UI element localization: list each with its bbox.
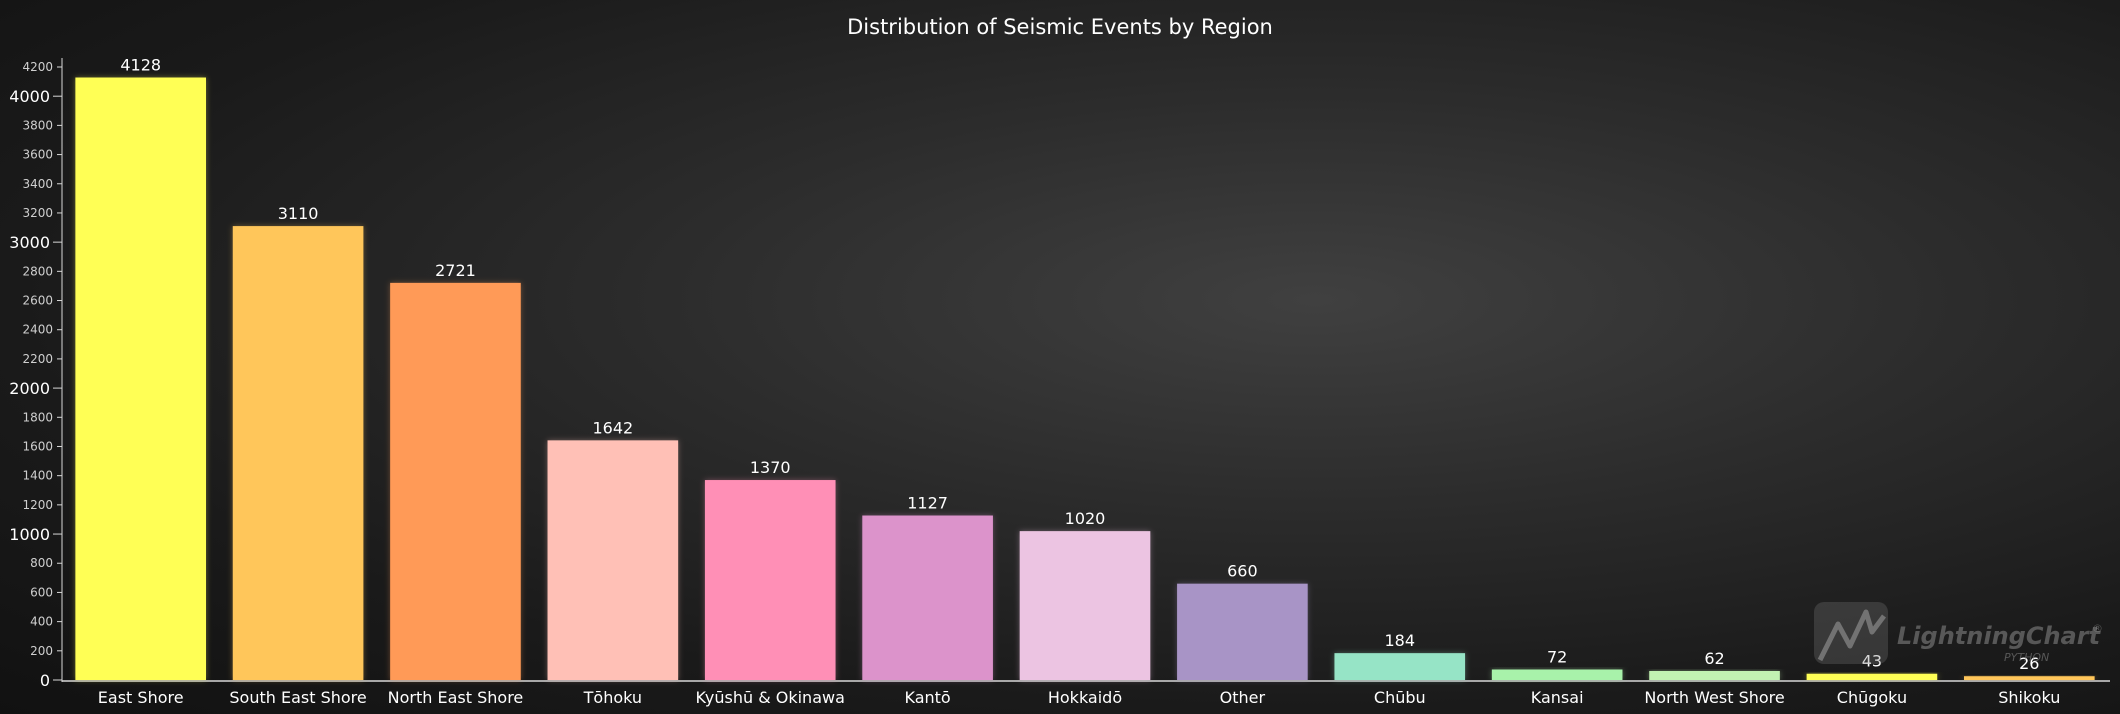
bar[interactable]	[1491, 669, 1623, 680]
y-tick-label: 3000	[9, 233, 50, 252]
y-tick-label: 3400	[22, 177, 53, 191]
bar-value-label: 26	[2019, 654, 2039, 673]
bar[interactable]	[1019, 531, 1151, 680]
bar[interactable]	[1649, 670, 1780, 680]
watermark-brand: LightningChart	[1897, 622, 2102, 650]
x-category-label: East Shore	[98, 688, 184, 707]
y-tick-label: 3200	[22, 206, 53, 220]
y-tick-label: 1200	[22, 498, 53, 512]
x-category-label: Chūbu	[1374, 688, 1426, 707]
bar-value-label: 4128	[120, 56, 161, 75]
bar[interactable]	[1334, 653, 1466, 680]
bar[interactable]	[232, 226, 364, 681]
bar[interactable]	[547, 440, 679, 680]
bar-value-label: 1370	[750, 458, 791, 477]
x-category-label: North West Shore	[1644, 688, 1784, 707]
y-tick-label: 1000	[9, 525, 50, 544]
x-category-label: Kyūshū & Okinawa	[696, 688, 845, 707]
y-tick-label: 400	[30, 615, 53, 629]
y-tick-label: 200	[30, 644, 53, 658]
bar-value-label: 62	[1704, 649, 1724, 668]
y-tick-label: 2800	[22, 264, 53, 278]
bar[interactable]	[1177, 583, 1308, 680]
y-tick-label: 2400	[22, 323, 53, 337]
bar-value-label: 2721	[435, 261, 476, 280]
x-category-label: South East Shore	[229, 688, 366, 707]
bar[interactable]	[1806, 673, 1938, 680]
chart-title: Distribution of Seismic Events by Region	[847, 15, 1273, 39]
y-tick-label: 2000	[9, 379, 50, 398]
y-tick-label: 1600	[22, 439, 53, 453]
watermark-sub: PYTHON	[2004, 651, 2049, 664]
bar-value-label: 660	[1227, 562, 1258, 581]
y-tick-label: 3800	[22, 118, 53, 132]
bar[interactable]	[862, 515, 993, 680]
y-axis: 0 200 400 600 800 1000 1200 1400 1600 1800 2000 220…	[9, 58, 63, 690]
y-tick-label: 0	[40, 671, 50, 690]
labels-layer: 4128 East Shore 3110 South East Shore 2721 No…	[98, 56, 2061, 707]
y-tick-label: 1400	[22, 469, 53, 483]
x-category-label: Other	[1220, 688, 1266, 707]
y-tick-label: 3600	[22, 148, 53, 162]
bar-value-label: 1642	[592, 418, 633, 437]
y-tick-label: 4200	[22, 60, 53, 74]
x-category-label: Chūgoku	[1837, 688, 1907, 707]
y-tick-label: 800	[30, 556, 53, 570]
y-tick-label: 4000	[9, 87, 50, 106]
x-category-label: Kantō	[905, 688, 951, 707]
x-category-label: North East Shore	[388, 688, 524, 707]
y-tick-label: 2600	[22, 294, 53, 308]
y-tick-label: 1800	[22, 410, 53, 424]
x-category-label: Tōhoku	[583, 688, 642, 707]
bar-value-label: 3110	[278, 204, 319, 223]
bar-value-label: 1127	[907, 494, 948, 513]
bar[interactable]	[1963, 676, 2095, 680]
y-tick-label: 600	[30, 585, 53, 599]
y-tick-label: 2200	[22, 352, 53, 366]
x-category-label: Kansai	[1531, 688, 1584, 707]
lightningchart-logo-icon	[1814, 602, 1888, 664]
bar-value-label: 72	[1547, 647, 1567, 666]
bar-value-label: 43	[1862, 652, 1882, 671]
lightningchart-watermark: LightningChart ® PYTHON	[1814, 602, 2103, 664]
bar[interactable]	[75, 77, 207, 681]
bar-value-label: 1020	[1065, 509, 1106, 528]
bar[interactable]	[390, 282, 521, 680]
bar-value-label: 184	[1384, 631, 1415, 650]
x-category-label: Shikoku	[1998, 688, 2060, 707]
x-category-label: Hokkaidō	[1048, 688, 1122, 707]
bar[interactable]	[704, 480, 836, 680]
bars-layer	[75, 77, 2095, 681]
watermark-registered: ®	[2092, 622, 2103, 635]
